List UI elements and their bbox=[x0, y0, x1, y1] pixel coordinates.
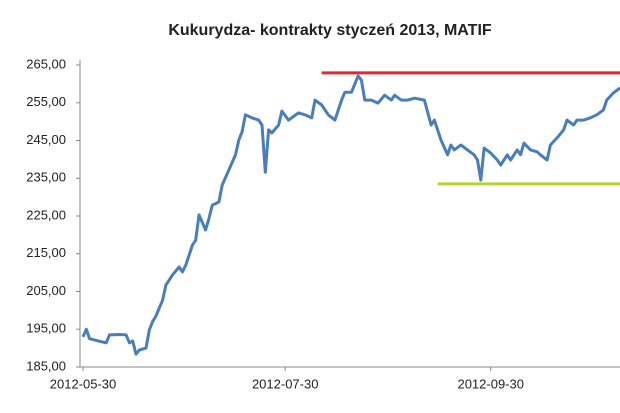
y-tick-label: 185,00 bbox=[26, 358, 66, 373]
x-tick-label: 2012-07-30 bbox=[252, 376, 319, 391]
y-tick-label: 205,00 bbox=[26, 283, 66, 298]
y-tick-label: 235,00 bbox=[26, 170, 66, 185]
chart-title: Kukurydza- kontrakty styczeń 2013, MATIF bbox=[168, 22, 492, 39]
y-tick-label: 265,00 bbox=[26, 56, 66, 71]
x-tick-label: 2012-05-30 bbox=[50, 376, 117, 391]
data-line bbox=[81, 74, 620, 356]
y-tick-label: 245,00 bbox=[26, 132, 66, 147]
y-tick-label: 195,00 bbox=[26, 321, 66, 336]
x-tick-label: 2012-09-30 bbox=[457, 376, 524, 391]
y-tick-label: 215,00 bbox=[26, 245, 66, 260]
y-tick-label: 225,00 bbox=[26, 207, 66, 222]
y-tick-label: 255,00 bbox=[26, 94, 66, 109]
